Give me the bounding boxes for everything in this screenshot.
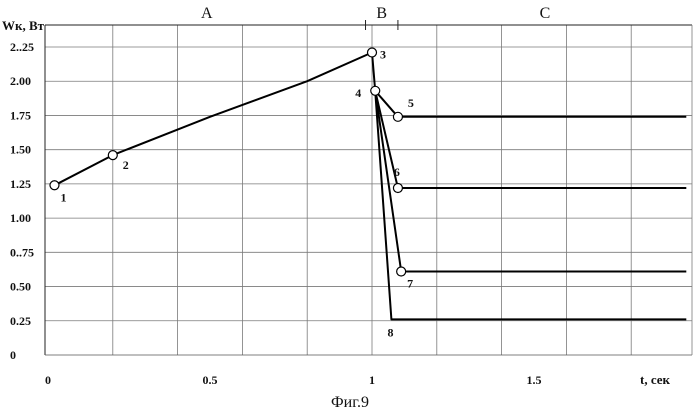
x-tick-label: 1 [369, 373, 375, 387]
grid-lines [45, 25, 692, 355]
y-tick-label: 1.25 [10, 177, 31, 191]
point-marker-1 [50, 181, 59, 190]
y-tick-label: 2..25 [10, 40, 34, 54]
point-label-3: 3 [380, 47, 386, 61]
point-label-2: 2 [123, 158, 129, 172]
x-tick-label: 0.5 [203, 373, 218, 387]
series-line-2 [375, 91, 686, 117]
y-tick-label: 1.00 [10, 211, 31, 225]
point-label-4: 4 [355, 86, 361, 100]
figure-caption: Фиг.9 [331, 394, 369, 411]
region-label: A [201, 5, 213, 22]
point-marker-5 [393, 112, 402, 121]
series-line-5 [375, 91, 686, 320]
point-marker-6 [393, 183, 402, 192]
point-label-5: 5 [408, 96, 414, 110]
y-tick-label: 0..75 [10, 245, 34, 259]
point-marker-3 [368, 48, 377, 57]
y-axis-label: Wк, Вт [2, 18, 45, 33]
point-label-7: 7 [407, 276, 413, 290]
point-label-8: 8 [387, 325, 393, 339]
point-label-1: 1 [60, 190, 66, 204]
axes [45, 25, 692, 355]
x-axis-label: t, сек [640, 372, 671, 387]
point-label-6: 6 [394, 165, 400, 179]
series-line-1 [55, 53, 376, 186]
point-markers [50, 48, 406, 276]
y-tick-label: 0 [10, 348, 16, 362]
series-line-4 [375, 91, 686, 272]
y-tick-label: 0.50 [10, 280, 31, 294]
x-tick-label: 0 [45, 373, 51, 387]
point-marker-4 [371, 86, 380, 95]
point-marker-2 [108, 151, 117, 160]
region-bar: A B C [45, 5, 692, 30]
point-marker-7 [397, 267, 406, 276]
region-label: C [540, 5, 551, 22]
y-tick-label: 0.25 [10, 314, 31, 328]
y-tick-label: 1.50 [10, 143, 31, 157]
region-label: B [376, 5, 387, 22]
y-tick-label: 1.75 [10, 108, 31, 122]
series-line-3 [375, 91, 686, 188]
x-tick-label: 1.5 [527, 373, 542, 387]
y-tick-label: 2.00 [10, 74, 31, 88]
series-lines [55, 53, 687, 320]
